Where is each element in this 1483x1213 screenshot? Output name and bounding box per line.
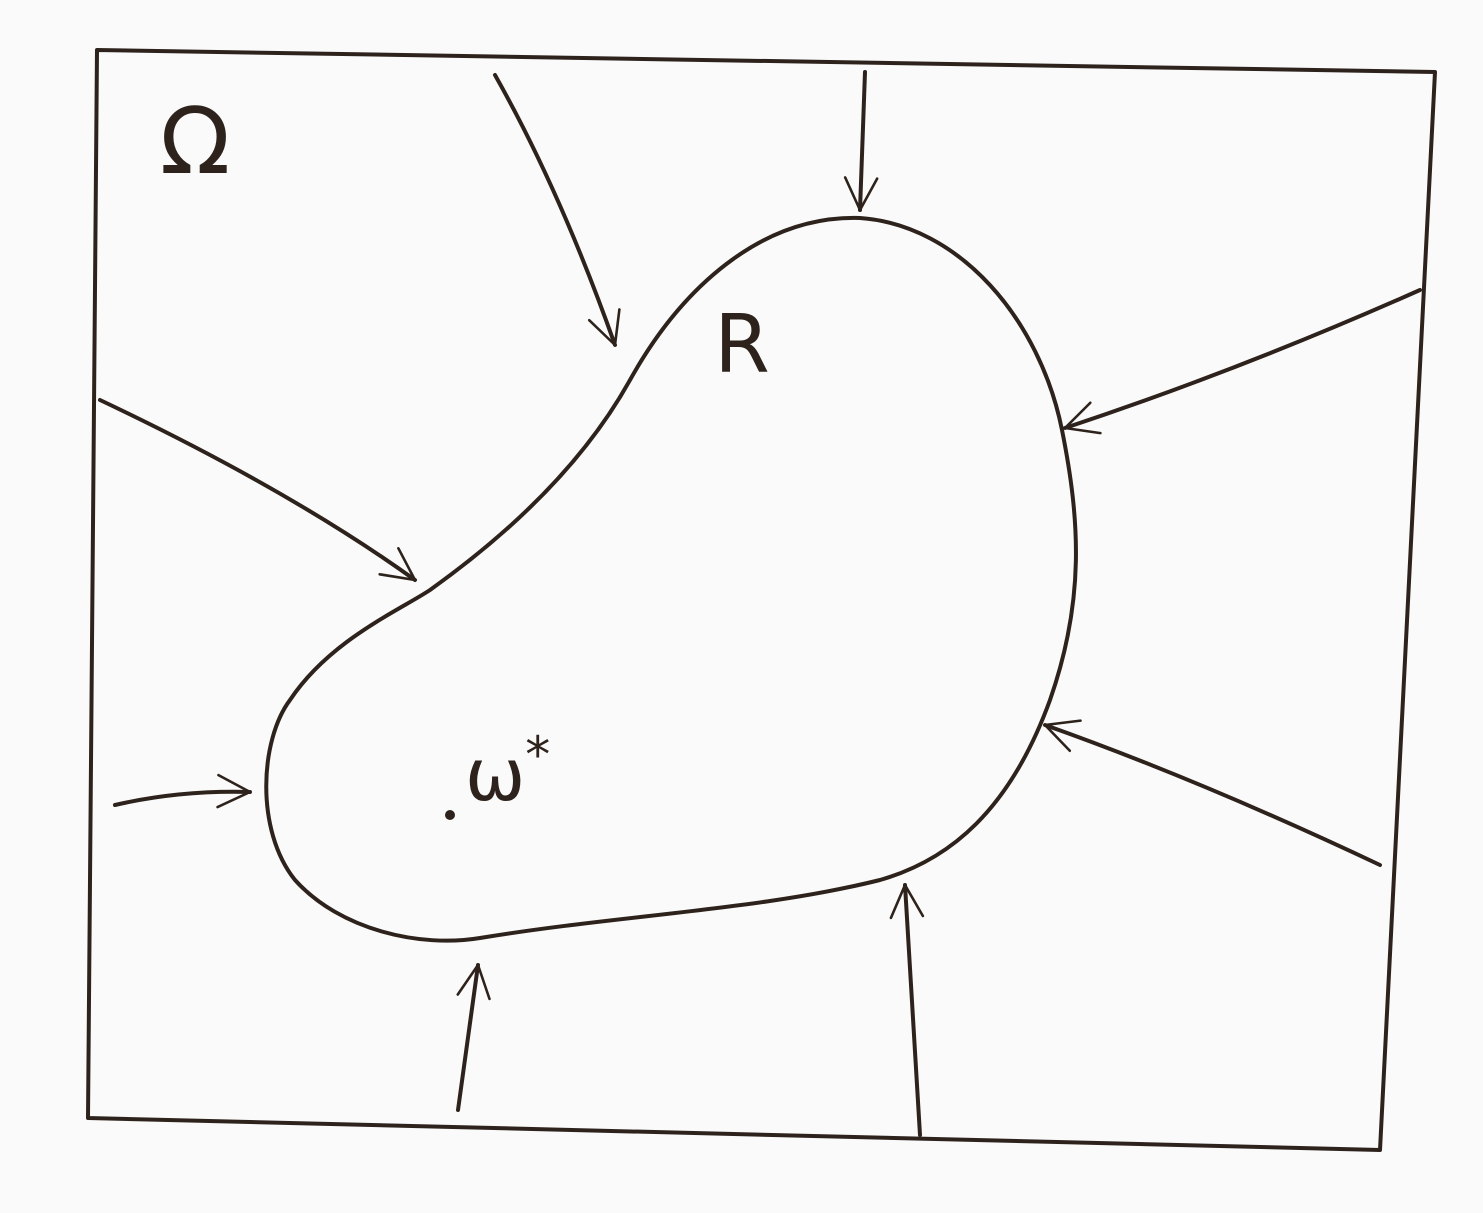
arrow [1063, 288, 1422, 435]
point-superscript: * [525, 726, 550, 784]
arrow [843, 70, 879, 212]
arrow [493, 73, 621, 347]
arrow [1043, 719, 1382, 867]
region-label: R [714, 298, 770, 391]
point-label: ω* [465, 726, 550, 817]
region-boundary [264, 215, 1078, 943]
arrow [113, 773, 252, 809]
domain-boundary [86, 48, 1437, 1152]
point-dot [445, 810, 455, 820]
arrow [98, 398, 417, 582]
arrow [456, 963, 491, 1112]
domain-label: Ω [160, 88, 230, 195]
arrow [889, 883, 925, 1137]
point-symbol: ω [465, 733, 525, 817]
arrows [98, 70, 1422, 1137]
